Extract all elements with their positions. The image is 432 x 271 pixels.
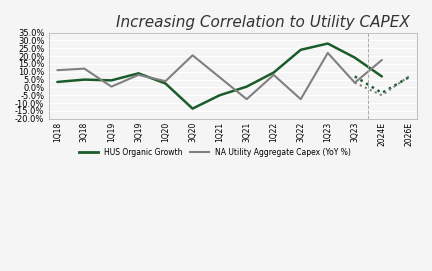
Line: HUS Organic Growth: HUS Organic Growth <box>355 76 409 93</box>
Text: Increasing Correlation to Utility CAPEX: Increasing Correlation to Utility CAPEX <box>116 15 410 30</box>
HUS Organic Growth <box>352 75 357 78</box>
Legend: HUS Organic Growth, NA Utility Aggregate Capex (YoY %): HUS Organic Growth, NA Utility Aggregate… <box>76 145 354 160</box>
NA Utility Aggregate Capex (YoY %) <box>352 81 357 84</box>
HUS Organic Growth <box>406 76 411 79</box>
Line: NA Utility Aggregate Capex (YoY %): NA Utility Aggregate Capex (YoY %) <box>355 76 409 95</box>
NA Utility Aggregate Capex (YoY %) <box>379 94 384 97</box>
NA Utility Aggregate Capex (YoY %) <box>406 75 411 78</box>
HUS Organic Growth <box>379 91 384 95</box>
